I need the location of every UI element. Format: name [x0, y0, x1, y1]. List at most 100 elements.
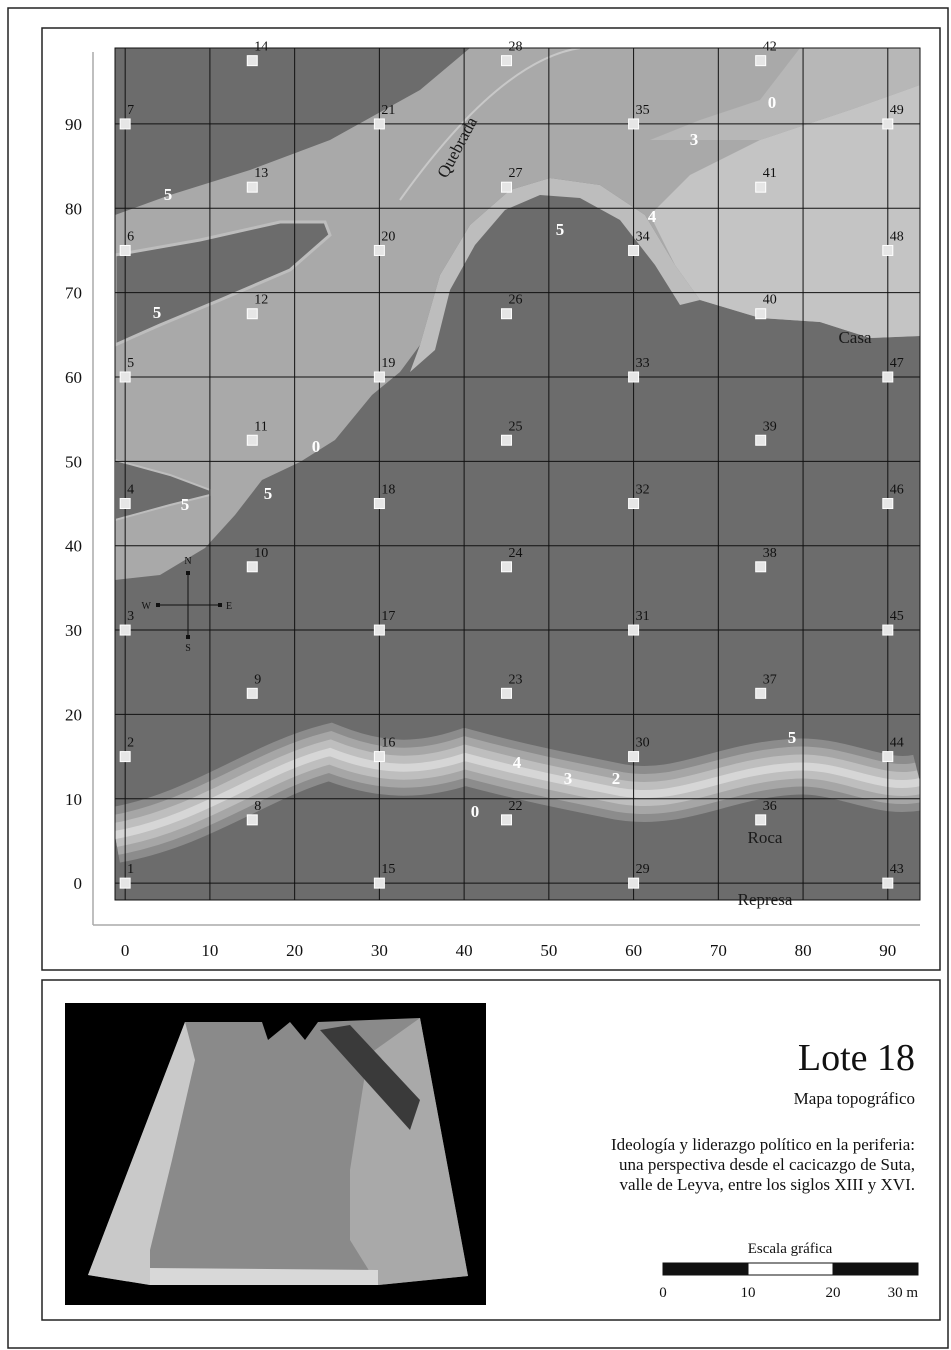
survey-point — [883, 372, 893, 382]
contour-label: 0 — [471, 802, 480, 821]
info-description: Ideología y liderazgo político en la per… — [611, 1135, 915, 1154]
contour-label: 5 — [788, 728, 797, 747]
contour-label: 3 — [564, 769, 573, 788]
contour-label: 0 — [312, 437, 321, 456]
survey-point-label: 39 — [763, 419, 777, 434]
compass-label: N — [184, 556, 191, 567]
survey-point — [247, 56, 257, 66]
terrain-3d-view — [65, 1003, 486, 1305]
contour-label: 5 — [153, 303, 162, 322]
survey-point — [629, 119, 639, 129]
y-tick-label: 90 — [65, 115, 82, 134]
survey-point — [883, 119, 893, 129]
scale-segment — [833, 1263, 918, 1275]
survey-point — [374, 372, 384, 382]
survey-point-label: 45 — [890, 609, 904, 624]
x-tick-label: 80 — [795, 941, 812, 960]
survey-point-label: 21 — [381, 103, 395, 118]
survey-point-label: 26 — [508, 293, 522, 308]
survey-point-label: 27 — [508, 166, 522, 181]
survey-point-label: 5 — [127, 356, 134, 371]
y-tick-label: 40 — [65, 537, 82, 556]
survey-point-label: 35 — [636, 103, 650, 118]
info-description: una perspectiva desde el cacicazgo de Su… — [619, 1155, 915, 1174]
compass-label: W — [142, 601, 152, 612]
survey-point — [629, 625, 639, 635]
survey-point — [374, 119, 384, 129]
survey-point — [501, 815, 511, 825]
survey-point — [629, 499, 639, 509]
survey-point-label: 34 — [636, 229, 650, 244]
contour-label: 5 — [264, 484, 273, 503]
contour-label: 2 — [612, 769, 621, 788]
survey-point — [120, 245, 130, 255]
survey-point — [374, 625, 384, 635]
survey-point — [374, 752, 384, 762]
survey-point — [756, 815, 766, 825]
x-tick-label: 90 — [879, 941, 896, 960]
survey-point — [374, 245, 384, 255]
contour-label: 5 — [556, 220, 565, 239]
contour-label: 0 — [768, 93, 777, 112]
contour-label: 4 — [648, 207, 657, 226]
survey-point-label: 41 — [763, 166, 777, 181]
survey-point — [120, 499, 130, 509]
survey-point — [883, 245, 893, 255]
survey-point — [120, 878, 130, 888]
x-tick-label: 0 — [121, 941, 130, 960]
survey-point-label: 44 — [890, 736, 904, 751]
compass-end — [156, 603, 160, 607]
survey-point-label: 1 — [127, 862, 134, 877]
place-label: Casa — [838, 328, 872, 347]
survey-point — [501, 309, 511, 319]
survey-point-label: 3 — [127, 609, 134, 624]
survey-point-label: 43 — [890, 862, 904, 877]
place-label: Roca — [748, 828, 783, 847]
survey-point-label: 12 — [254, 293, 268, 308]
y-tick-label: 20 — [65, 705, 82, 724]
scale-tick-label: 20 — [826, 1285, 841, 1301]
survey-point — [629, 878, 639, 888]
survey-point — [501, 688, 511, 698]
compass-end — [218, 603, 222, 607]
survey-point — [247, 688, 257, 698]
render-edge — [150, 1268, 378, 1285]
survey-point — [247, 309, 257, 319]
info-description: valle de Leyva, entre los siglos XIII y … — [619, 1175, 915, 1194]
survey-point-label: 18 — [381, 483, 395, 498]
survey-point — [883, 878, 893, 888]
place-label: Represa — [738, 890, 793, 909]
y-tick-label: 60 — [65, 368, 82, 387]
scale-title: Escala gráfica — [748, 1241, 833, 1257]
compass-label: S — [185, 643, 191, 654]
x-tick-label: 40 — [456, 941, 473, 960]
x-tick-label: 20 — [286, 941, 303, 960]
survey-point-label: 37 — [763, 672, 777, 687]
compass-end — [186, 571, 190, 575]
survey-point-label: 40 — [763, 293, 777, 308]
survey-point — [247, 815, 257, 825]
survey-point-label: 28 — [508, 40, 522, 55]
survey-point — [883, 752, 893, 762]
survey-point — [629, 372, 639, 382]
survey-point — [501, 562, 511, 572]
y-tick-label: 30 — [65, 621, 82, 640]
y-tick-label: 0 — [74, 874, 83, 893]
scale-segment — [748, 1263, 833, 1275]
survey-point-label: 20 — [381, 229, 395, 244]
survey-point-label: 9 — [254, 672, 261, 687]
survey-point-label: 19 — [381, 356, 395, 371]
survey-point-label: 2 — [127, 736, 134, 751]
survey-point-label: 31 — [636, 609, 650, 624]
contour-label: 3 — [690, 130, 699, 149]
survey-point — [501, 182, 511, 192]
survey-point-label: 11 — [254, 419, 267, 434]
info-subtitle: Mapa topográfico — [794, 1089, 915, 1108]
survey-point-label: 46 — [890, 483, 904, 498]
survey-point — [374, 499, 384, 509]
survey-point-label: 24 — [508, 546, 522, 561]
survey-point — [247, 562, 257, 572]
survey-point-label: 38 — [763, 546, 777, 561]
survey-point-label: 15 — [381, 862, 395, 877]
survey-point-label: 30 — [636, 736, 650, 751]
